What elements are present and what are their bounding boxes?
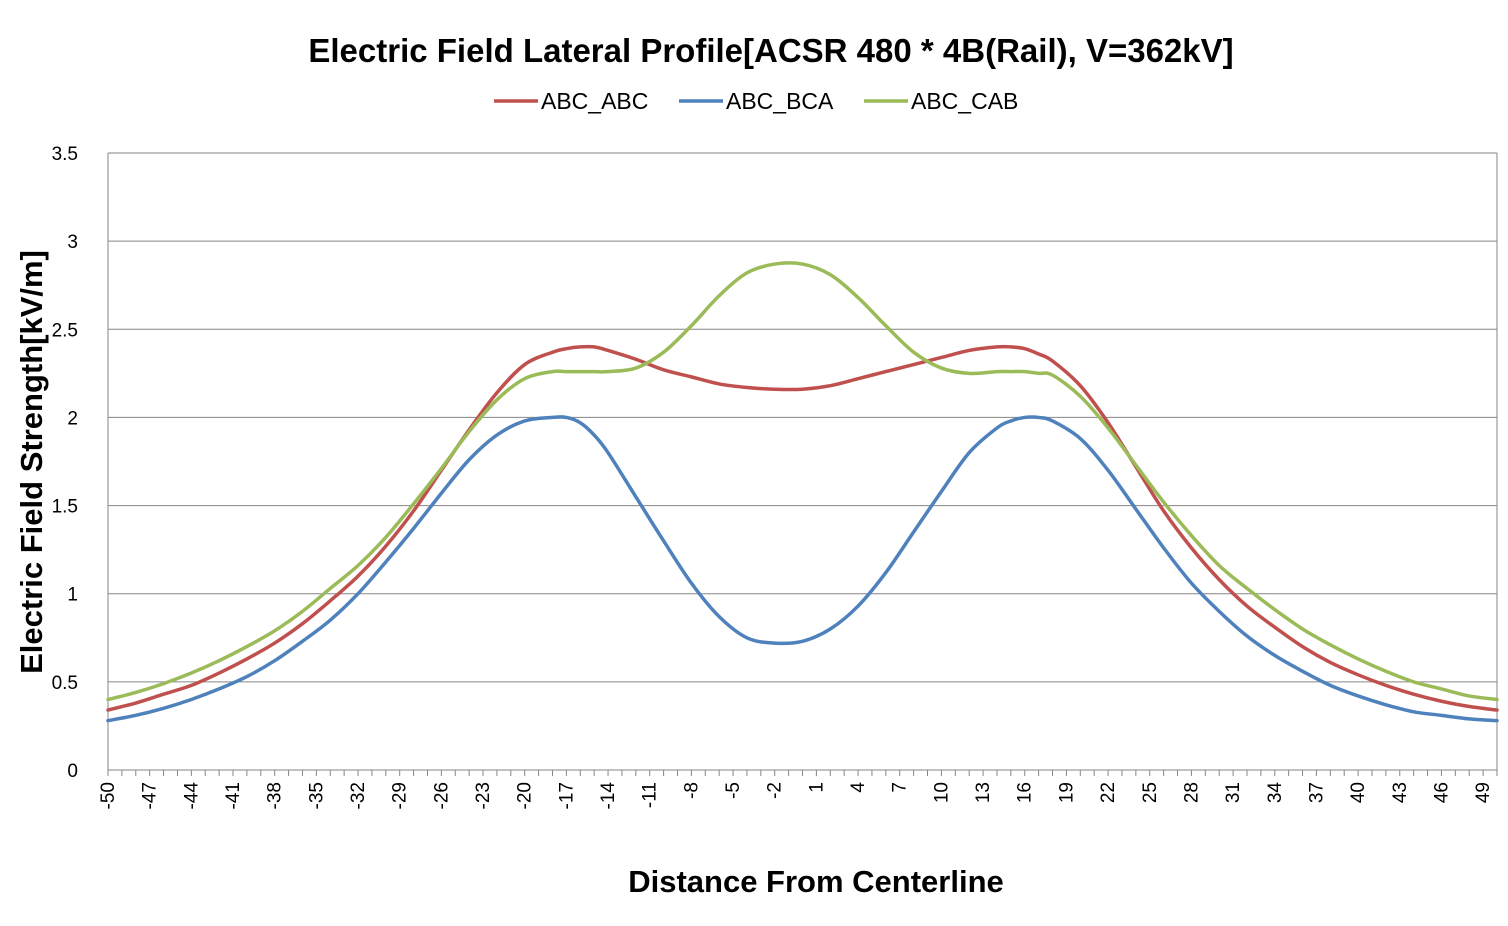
x-tick-label: 46 (1431, 782, 1452, 803)
chart-title: Electric Field Lateral Profile[ACSR 480 … (308, 32, 1233, 69)
y-tick-label: 1 (67, 585, 78, 606)
x-tick-label: -14 (598, 782, 619, 810)
x-tick-label: -2 (765, 782, 786, 799)
legend-label: ABC_ABC (541, 88, 648, 114)
y-tick-label: 0 (67, 761, 78, 782)
x-tick-label: 13 (973, 782, 994, 803)
x-tick-label: 10 (931, 782, 952, 803)
x-tick-label: 25 (1140, 782, 1161, 803)
grid-lines (108, 152, 1497, 683)
x-tick-label: 43 (1390, 782, 1411, 803)
x-tick-label: 49 (1473, 782, 1494, 803)
x-tick-label: -41 (223, 782, 244, 809)
axes (107, 153, 1498, 771)
x-tick-label: -35 (306, 782, 327, 809)
x-tick-label: 31 (1223, 782, 1244, 803)
x-tick-label: -26 (431, 782, 452, 809)
x-tick-label: -5 (723, 782, 744, 799)
series-line-abc-abc (106, 344, 1499, 712)
x-tick-label: -32 (348, 782, 369, 809)
x-tick-label: -17 (556, 782, 577, 809)
x-tick-label: -23 (473, 782, 494, 809)
x-tick-label: -50 (98, 782, 119, 809)
x-tick-label: 19 (1056, 782, 1077, 803)
y-tick-label: 3.5 (52, 144, 78, 165)
x-tick-label: -47 (140, 782, 161, 809)
x-tick-label: 34 (1265, 782, 1286, 804)
x-axis-ticks: -50 -47 -44 -41 -38 -35 -32 -29 -26 -23 -20 -17 -14-… (98, 770, 1498, 810)
y-tick-label: 2.5 (52, 320, 78, 341)
legend-label: ABC_CAB (911, 88, 1018, 114)
x-tick-label: -11 (640, 782, 661, 808)
series-line-abc-bca (106, 415, 1499, 723)
x-tick-label: 28 (1181, 782, 1202, 803)
chart-legend: ABC_ABC ABC_BCA ABC_CAB (494, 88, 1018, 114)
x-tick-label: -29 (390, 782, 411, 809)
x-tick-label: 4 (848, 782, 869, 793)
y-axis-ticks: 0 0.5 1 1.5 2 2.5 3 3.5 (52, 144, 78, 782)
y-tick-label: 1.5 (52, 497, 78, 518)
x-tick-label: 7 (890, 782, 911, 793)
y-tick-label: 2 (67, 408, 78, 429)
x-tick-label: 40 (1348, 782, 1369, 803)
y-tick-label: 0.5 (52, 673, 78, 694)
y-tick-label: 3 (67, 232, 78, 253)
x-tick-label: -20 (515, 782, 536, 809)
x-tick-label: 1 (806, 782, 827, 793)
x-tick-label: 22 (1098, 782, 1119, 803)
series-lines (106, 261, 1499, 723)
x-axis-label: Distance From Centerline (628, 864, 1004, 899)
x-tick-label: -38 (265, 782, 286, 809)
x-tick-label: 16 (1015, 782, 1036, 803)
series-line-abc-cab (106, 261, 1499, 702)
y-axis-label: Electric Field Strength[kV/m] (14, 250, 49, 674)
x-tick-label: -8 (681, 782, 702, 799)
x-tick-label: 37 (1306, 782, 1327, 803)
legend-label: ABC_BCA (726, 88, 834, 114)
x-tick-label: -44 (181, 782, 202, 810)
